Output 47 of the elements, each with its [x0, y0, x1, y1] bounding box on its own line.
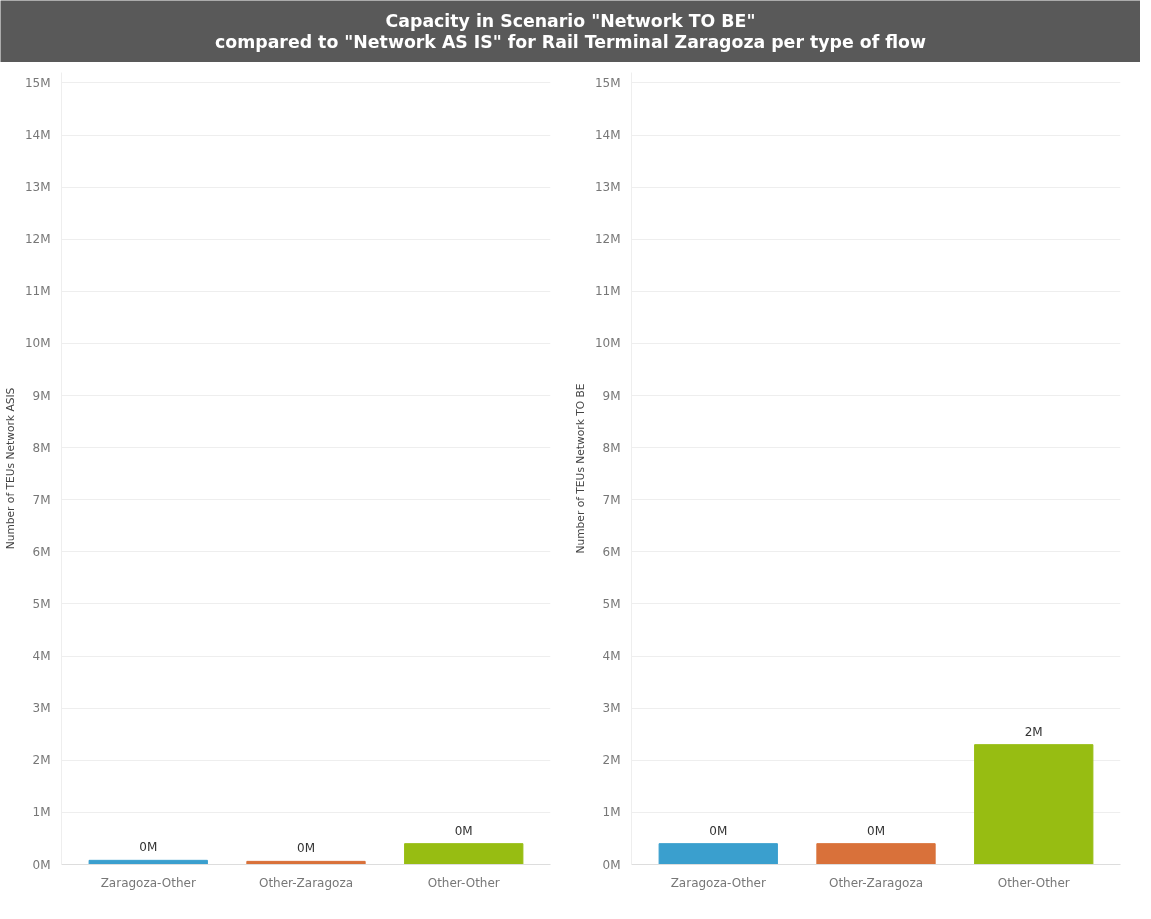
y-tick-label: 14M [24, 128, 51, 143]
y-tick-label: 5M [32, 596, 51, 611]
y-tick-label: 2M [602, 753, 621, 768]
y-tick-label: 7M [602, 492, 621, 507]
y-tick-label: 6M [32, 544, 51, 559]
x-tick-label: Other-Zaragoza [258, 875, 354, 890]
data-label: 0M [139, 840, 158, 855]
y-tick-label: 10M [24, 336, 51, 351]
y-tick-label: 13M [594, 180, 621, 195]
y-tick-label: 0M [32, 857, 51, 872]
y-tick-label: 15M [594, 75, 621, 90]
y-tick-label: 14M [594, 128, 621, 143]
chart-title: Capacity in Scenario "Network TO BE" compared to "Network AS IS" for Rail Terminal Zaragoza per type of flow [215, 11, 926, 52]
data-label: 0M [454, 823, 473, 838]
data-label: 0M [709, 823, 728, 838]
y-tick-label: 8M [602, 440, 621, 455]
y-tick-label: 10M [594, 336, 621, 351]
y-tick-label: 11M [24, 284, 51, 299]
y-tick-label: 8M [32, 440, 51, 455]
x-tick-label: Other-Other [427, 875, 500, 890]
y-axis-title: Number of TEUs Network ASIS [3, 387, 17, 550]
y-tick-label: 4M [32, 649, 51, 664]
y-tick-label: 3M [602, 701, 621, 716]
y-tick-label: 9M [602, 388, 621, 403]
y-tick-label: 11M [594, 284, 621, 299]
y-tick-label: 15M [24, 75, 51, 90]
x-tick-label: Other-Zaragoza [828, 875, 924, 890]
y-tick-label: 12M [24, 232, 51, 247]
y-tick-label: 6M [602, 544, 621, 559]
y-tick-label: 4M [602, 649, 621, 664]
y-tick-label: 3M [32, 701, 51, 716]
x-tick-label: Other-Other [997, 875, 1070, 890]
data-label: 0M [867, 823, 886, 838]
x-tick-label: Zaragoza-Other [100, 875, 196, 890]
y-axis-title: Number of TEUs Network TO BE [573, 383, 587, 554]
y-tick-label: 12M [594, 232, 621, 247]
y-tick-label: 1M [32, 805, 51, 820]
y-tick-label: 5M [602, 596, 621, 611]
y-tick-label: 13M [24, 180, 51, 195]
y-tick-label: 1M [602, 805, 621, 820]
y-tick-label: 0M [602, 857, 621, 872]
data-label: 2M [1024, 724, 1043, 739]
y-tick-label: 7M [32, 492, 51, 507]
y-tick-label: 2M [32, 753, 51, 768]
data-label: 0M [297, 841, 316, 856]
x-tick-label: Zaragoza-Other [670, 875, 766, 890]
y-tick-label: 9M [32, 388, 51, 403]
